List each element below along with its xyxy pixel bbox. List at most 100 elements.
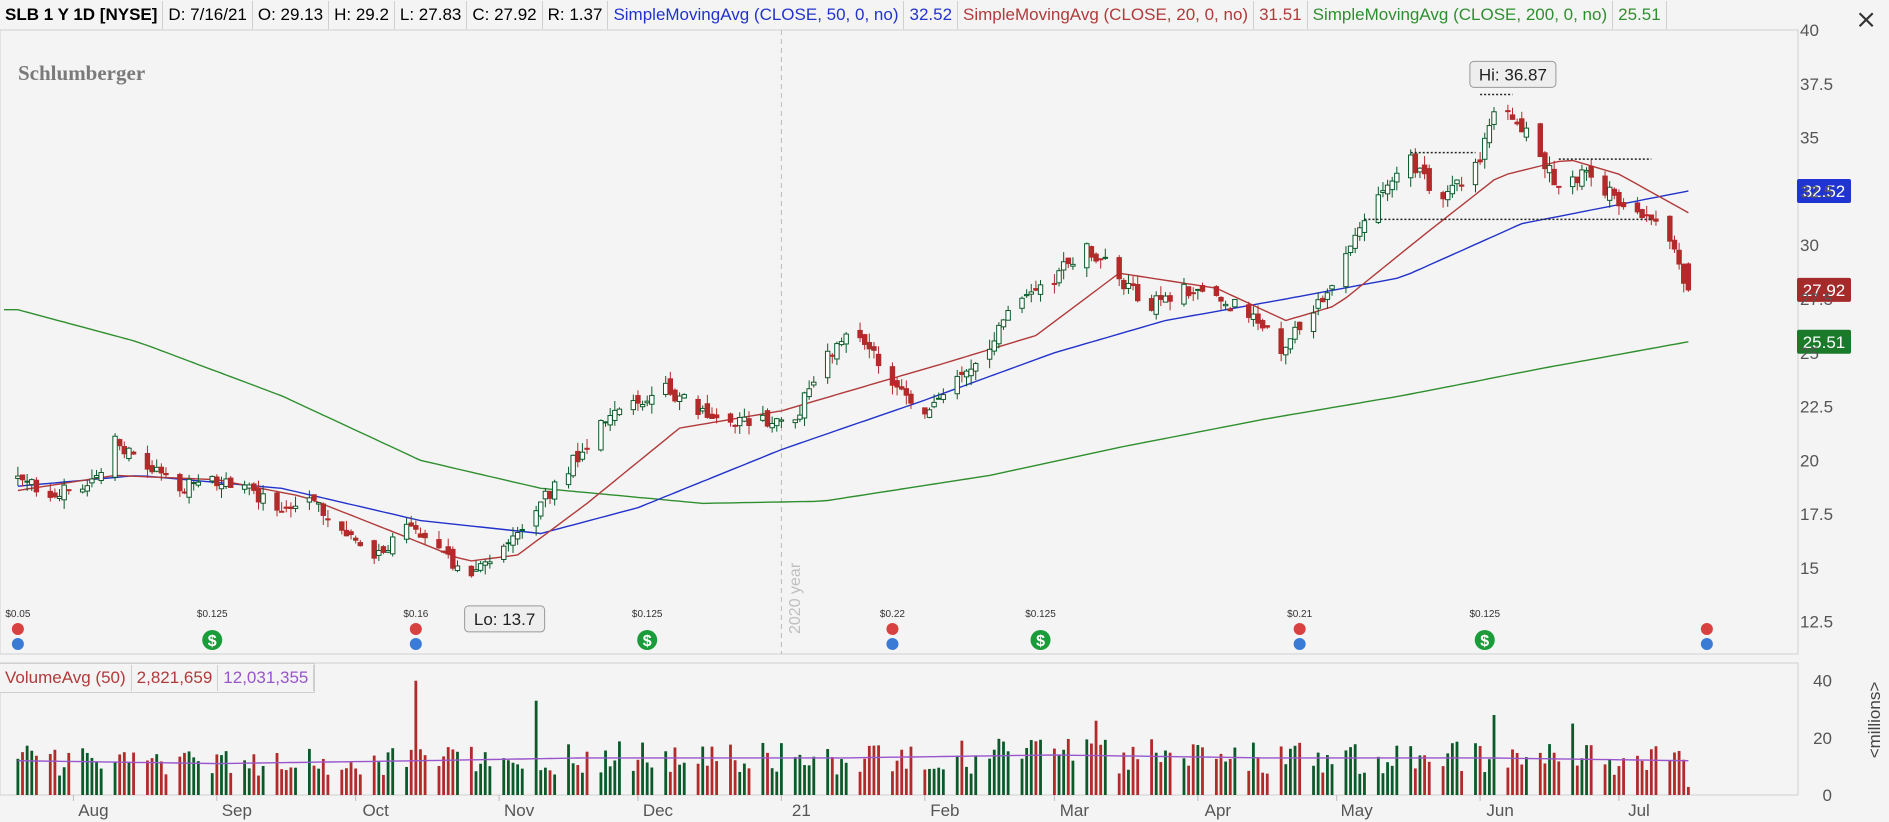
- volume-tick-label: 20: [1813, 729, 1832, 748]
- earnings-icon: [1700, 623, 1713, 635]
- candle: [612, 409, 618, 421]
- volume-bar: [192, 757, 196, 795]
- candle: [181, 491, 188, 494]
- candle: [251, 483, 257, 491]
- volume-bar: [941, 769, 945, 795]
- dividend-icon: [637, 630, 658, 650]
- candle: [1556, 185, 1562, 188]
- volume-bar: [766, 752, 769, 795]
- close-icon[interactable]: ⨯: [1855, 4, 1877, 34]
- volume-bar: [1575, 765, 1579, 795]
- candle: [1296, 321, 1303, 331]
- volume-bar: [1580, 758, 1584, 795]
- candle: [325, 518, 331, 521]
- sma50-study-label[interactable]: SimpleMovingAvg (CLOSE, 50, 0, no): [608, 1, 905, 29]
- volume-bar: [1686, 786, 1690, 795]
- candle: [468, 565, 475, 577]
- candle: [741, 416, 748, 422]
- volume-bar: [932, 768, 936, 795]
- candle: [843, 333, 849, 345]
- candle: [514, 531, 521, 540]
- volume-bar: [1353, 744, 1357, 795]
- volume-bar: [21, 752, 24, 795]
- volume-bar: [284, 770, 288, 795]
- candle: [1620, 202, 1627, 208]
- volume-bar: [358, 774, 362, 795]
- candle: [454, 565, 461, 572]
- month-label: Dec: [643, 801, 674, 820]
- dividend-amount-label: $0.125: [197, 609, 228, 620]
- sma20-study-label[interactable]: SimpleMovingAvg (CLOSE, 20, 0, no): [958, 1, 1255, 29]
- volume-bar: [446, 747, 450, 795]
- volume-bar: [252, 754, 256, 795]
- candle: [695, 398, 701, 415]
- volume-bar: [81, 748, 85, 795]
- sma200-study-value: 25.51: [1613, 1, 1667, 29]
- month-label: Mar: [1060, 801, 1090, 820]
- sma20-study-value: 31.51: [1254, 1, 1308, 29]
- candle: [565, 473, 572, 486]
- sma200-study-label[interactable]: SimpleMovingAvg (CLOSE, 200, 0, no): [1308, 1, 1614, 29]
- symbol-label[interactable]: SLB 1 Y 1D [NYSE]: [0, 1, 164, 29]
- volume-bar: [701, 746, 705, 795]
- volume-bar: [1164, 750, 1167, 795]
- candle: [218, 483, 225, 490]
- candle: [1097, 258, 1104, 261]
- volume-bar: [382, 774, 385, 795]
- volume-bar: [904, 768, 908, 795]
- volume-bar: [317, 768, 321, 795]
- candle: [1065, 257, 1071, 265]
- candle: [228, 477, 234, 488]
- info-icon: [409, 638, 422, 650]
- volume-bar: [1557, 761, 1561, 795]
- volume-bar: [1552, 752, 1556, 795]
- candle: [1574, 176, 1580, 184]
- candle: [1606, 186, 1613, 201]
- candle: [1380, 190, 1386, 193]
- candle: [320, 503, 326, 516]
- volume-bar: [34, 755, 38, 795]
- info-icon: [1293, 638, 1306, 650]
- volume-bar: [113, 762, 117, 795]
- candle: [1162, 295, 1169, 303]
- candle: [575, 450, 581, 463]
- candle: [663, 382, 669, 395]
- date-readout: D: 7/16/21: [163, 1, 253, 29]
- month-label: Oct: [362, 801, 389, 820]
- volume-bar: [803, 765, 806, 795]
- candle: [894, 380, 900, 388]
- candle: [315, 502, 322, 505]
- dividend-amount-label: $0.05: [5, 609, 30, 620]
- volume-bar: [604, 750, 607, 795]
- volume-bar: [215, 754, 219, 795]
- candle: [704, 403, 711, 418]
- candle: [61, 484, 67, 501]
- volume-bar: [1363, 772, 1366, 795]
- volume-bar: [1201, 747, 1204, 795]
- volume-bar: [1668, 760, 1672, 795]
- volume-bar: [377, 762, 381, 795]
- volume-bar: [826, 749, 830, 795]
- volume-bar: [220, 755, 223, 795]
- candle: [922, 407, 928, 415]
- volume-bar: [1543, 763, 1547, 795]
- volume-bar: [969, 773, 973, 795]
- volume-bar: [1159, 762, 1163, 795]
- volume-bar: [1450, 743, 1454, 795]
- candle: [1408, 154, 1414, 179]
- candle: [1417, 167, 1423, 173]
- candle: [764, 410, 771, 427]
- volume-bar: [1511, 749, 1514, 795]
- volume-bar: [520, 768, 524, 795]
- volume-study-label[interactable]: VolumeAvg (50): [0, 665, 132, 691]
- candle: [380, 546, 387, 553]
- volume-bar: [571, 763, 575, 795]
- candle: [1394, 172, 1400, 183]
- candle: [1028, 291, 1034, 295]
- candle: [1384, 184, 1391, 195]
- volume-bar: [793, 756, 797, 795]
- volume-bar: [442, 756, 445, 795]
- candle: [635, 395, 641, 404]
- price-tick-label: 12.5: [1800, 613, 1833, 632]
